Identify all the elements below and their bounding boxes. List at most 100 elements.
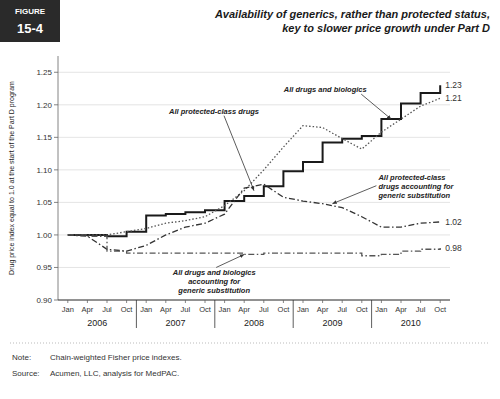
x-tick <box>107 300 108 303</box>
y-tick-label: 0.95 <box>36 263 52 272</box>
year-separator <box>136 300 137 328</box>
x-tick <box>185 300 186 303</box>
x-tick-label: Oct <box>199 305 212 314</box>
x-tick <box>342 300 343 303</box>
annotation-arrow <box>216 254 244 267</box>
year-separator <box>293 300 294 328</box>
annotation-line: generic substitution <box>177 286 250 295</box>
x-tick-label: Oct <box>278 305 291 314</box>
series-annotation: All protected-classdrugs accounting forg… <box>377 173 454 200</box>
y-tick <box>54 234 58 235</box>
year-label: 2008 <box>244 318 264 328</box>
grid-line <box>58 300 450 301</box>
x-tick-label: Jan <box>62 305 74 314</box>
x-tick <box>381 300 382 303</box>
year-label: 2010 <box>401 318 421 328</box>
annotation-arrow <box>224 116 254 191</box>
x-tick-label: Jan <box>375 305 387 314</box>
grid-line <box>58 202 450 203</box>
y-tick <box>54 202 58 203</box>
source-text: Acumen, LLC, analysis for MedPAC. <box>50 369 179 378</box>
x-tick-label: Jul <box>416 305 426 314</box>
data-label: 1.02 <box>445 217 462 227</box>
y-tick-label: 1.10 <box>36 166 52 175</box>
annotation-line: All protected-class <box>377 173 445 182</box>
x-tick <box>87 300 88 303</box>
x-tick <box>67 300 68 303</box>
year-separator <box>371 300 372 328</box>
x-tick-label: Jan <box>297 305 309 314</box>
x-tick-label: Jul <box>259 305 269 314</box>
series-annotation: All protected-class drugs <box>168 107 259 116</box>
x-tick-label: Oct <box>434 305 447 314</box>
annotation-line: All drugs and biologics <box>283 85 367 94</box>
y-tick-label: 0.90 <box>36 296 52 305</box>
x-tick <box>440 300 441 303</box>
y-axis-label: Drug price index equal to 1.0 at the sta… <box>8 81 16 275</box>
x-tick <box>303 300 304 303</box>
data-label: 0.98 <box>445 243 462 253</box>
x-axis <box>58 300 450 301</box>
grid-line <box>58 137 450 138</box>
y-axis <box>58 56 59 300</box>
year-label: 2007 <box>166 318 186 328</box>
annotation-line: All protected-class drugs <box>168 107 259 116</box>
x-tick-label: Apr <box>395 305 407 314</box>
annotation-arrow <box>361 94 391 119</box>
chart: FIGURE 15-4 Availability of generics, rath… <box>0 0 500 399</box>
y-tick <box>54 137 58 138</box>
y-tick-label: 1.25 <box>36 68 52 77</box>
annotation-arrow <box>332 186 376 204</box>
grid-line <box>58 72 450 73</box>
y-tick <box>54 300 58 301</box>
grid-line <box>58 169 450 170</box>
y-tick-label: 1.00 <box>36 231 52 240</box>
y-tick <box>54 104 58 105</box>
series-line <box>68 98 440 235</box>
x-tick-label: Apr <box>82 305 94 314</box>
y-tick-label: 1.20 <box>36 101 52 110</box>
x-tick <box>420 300 421 303</box>
x-tick <box>205 300 206 303</box>
x-tick-label: Jul <box>102 305 112 314</box>
y-tick <box>54 267 58 268</box>
title-line: key to slower price growth under Part D <box>282 22 490 34</box>
x-tick <box>322 300 323 303</box>
x-tick-label: Jan <box>140 305 152 314</box>
x-tick <box>283 300 284 303</box>
y-tick-label: 1.05 <box>36 198 52 207</box>
x-tick <box>224 300 225 303</box>
series-annotation: All drugs and biologicsaccounting forgen… <box>172 268 256 295</box>
data-label: 1.21 <box>445 93 462 103</box>
year-label: 2006 <box>87 318 107 328</box>
x-tick <box>244 300 245 303</box>
x-tick <box>126 300 127 303</box>
x-tick-label: Oct <box>121 305 134 314</box>
annotation-line: drugs accounting for <box>378 182 454 191</box>
x-tick-label: Apr <box>317 305 329 314</box>
source-label: Source: <box>12 369 40 378</box>
x-tick-label: Jul <box>337 305 347 314</box>
series-line <box>68 85 440 236</box>
grid-line <box>58 104 450 105</box>
y-tick <box>54 72 58 73</box>
y-tick <box>54 169 58 170</box>
year-separator <box>214 300 215 328</box>
figure-box <box>0 0 60 42</box>
x-tick <box>361 300 362 303</box>
annotation-line: All drugs and biologics <box>172 268 256 277</box>
x-tick <box>165 300 166 303</box>
data-label: 1.23 <box>445 80 462 90</box>
x-tick <box>146 300 147 303</box>
title-line: Availability of generics, rather than pr… <box>214 8 490 20</box>
note-label: Note: <box>12 353 31 362</box>
x-tick <box>401 300 402 303</box>
figure-label: FIGURE <box>15 7 46 16</box>
title: Availability of generics, rather than pr… <box>214 8 490 34</box>
year-label: 2009 <box>322 318 342 328</box>
x-tick-label: Jul <box>181 305 191 314</box>
plot-area <box>68 85 440 255</box>
x-tick-label: Apr <box>160 305 172 314</box>
figure-number: 15-4 <box>17 21 44 36</box>
annotation-line: accounting for <box>188 277 241 286</box>
